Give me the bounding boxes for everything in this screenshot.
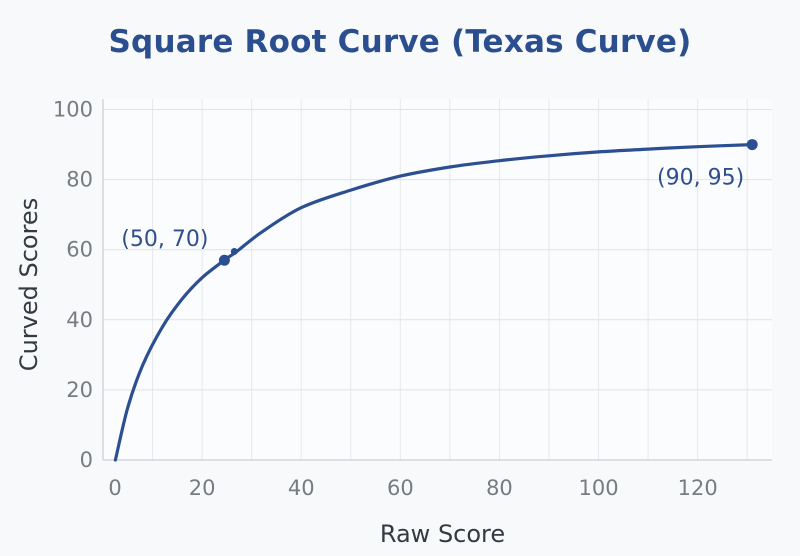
x-tick-label: 120 [678, 476, 718, 500]
x-tick-label: 80 [486, 476, 513, 500]
data-point-label: (50, 70) [121, 227, 208, 252]
chart-title: Square Root Curve (Texas Curve) [108, 24, 692, 60]
x-tick-label: 60 [387, 476, 414, 500]
series-line [113, 143, 754, 462]
y-tick-label: 40 [66, 308, 93, 332]
x-axis-title: Raw Score [380, 520, 505, 548]
curve-small-marker [230, 247, 238, 255]
data-point-label: (90, 95) [657, 166, 744, 191]
y-axis-title: Curved Scores [15, 198, 43, 371]
plot-area [103, 99, 772, 460]
data-point [218, 254, 230, 266]
x-tick-label: 0 [108, 476, 121, 500]
x-tick-label: 20 [189, 476, 216, 500]
y-tick-label: 20 [66, 378, 93, 402]
data-point [746, 139, 758, 151]
y-tick-label: 0 [80, 448, 93, 472]
y-tick-label: 100 [53, 98, 93, 122]
y-tick-label: 60 [66, 238, 93, 262]
x-tick-label: 40 [288, 476, 315, 500]
y-tick-label: 80 [66, 168, 93, 192]
x-tick-label: 100 [579, 476, 619, 500]
